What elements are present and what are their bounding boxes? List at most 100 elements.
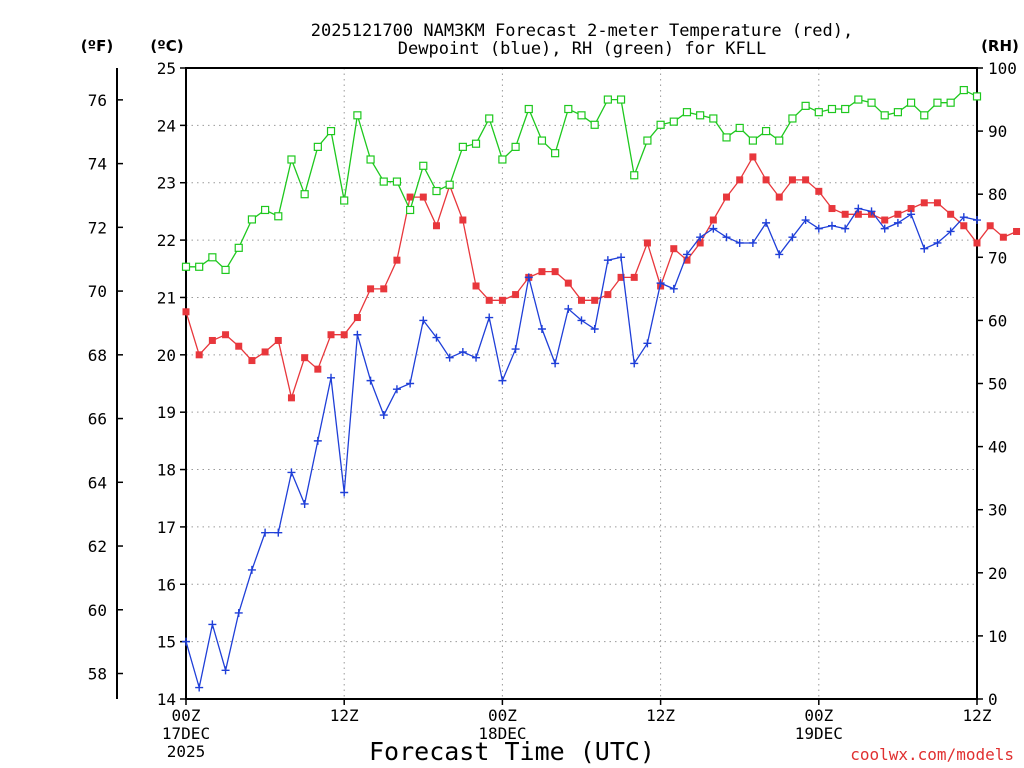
rh-point: [458, 142, 467, 151]
dewpoint-point: [669, 284, 678, 293]
rh-point: [419, 161, 428, 170]
dewpoint-point: [485, 313, 494, 322]
dewpoint-point: [854, 204, 863, 213]
dewpoint-point: [551, 359, 560, 368]
rh-tick-label: 50: [988, 375, 1007, 394]
2-meter-temperature-point: [788, 176, 796, 184]
rh-point: [959, 85, 968, 95]
2-meter-temperature-point: [643, 239, 651, 247]
celsius-tick-label: 25: [157, 59, 176, 78]
axis-layer: 14 15 16 17 18 19 20 21 22 23 24 25 58 60 62 64 66 68 70 72…: [88, 59, 1017, 761]
dewpoint-point: [261, 528, 270, 537]
2-meter-temperature-point: [195, 351, 203, 359]
dewpoint-point: [247, 565, 256, 574]
rh-point: [590, 120, 599, 129]
dewpoint-line: [185, 207, 978, 688]
2-meter-temperature-point: [498, 296, 506, 304]
fahrenheit-tick-label: 72: [88, 218, 107, 237]
2-meter-temperature-point: [894, 210, 902, 218]
dewpoint-point: [788, 233, 797, 242]
dewpoint-point: [379, 411, 388, 420]
dewpoint-point: [880, 224, 889, 233]
2-meter-temperature-point: [538, 268, 546, 276]
rh-point: [287, 155, 296, 164]
rh-point: [722, 133, 731, 142]
chart-title-line-1: 2025121700 NAM3KM Forecast 2-meter Tempe…: [311, 21, 853, 41]
dewpoint-point: [841, 224, 850, 233]
rh-point: [564, 104, 573, 114]
2-meter-temperature-point: [881, 216, 889, 224]
fahrenheit-tick-label: 64: [88, 473, 107, 492]
dewpoint-point: [801, 216, 810, 225]
dewpoint-point: [656, 279, 665, 288]
rh-point: [656, 120, 665, 129]
celsius-tick-label: 24: [157, 116, 176, 135]
rh-point: [920, 111, 929, 120]
2-meter-temperature-point: [999, 233, 1007, 241]
dewpoint-point: [867, 207, 876, 216]
dewpoint-point: [537, 325, 546, 334]
dewpoint-point: [419, 316, 428, 325]
rh-point: [669, 117, 678, 126]
dewpoint-point: [920, 244, 929, 253]
dewpoint-point: [643, 339, 652, 348]
dewpoint-point: [748, 238, 757, 247]
2-meter-temperature-point: [986, 222, 994, 230]
rh-point: [195, 262, 204, 271]
celsius-tick-label: 20: [157, 346, 176, 365]
dewpoint-point: [564, 304, 573, 313]
x-tick-label: 00Z: [172, 706, 201, 725]
rh-point: [247, 215, 257, 224]
dewpoint-point: [366, 376, 375, 385]
2-meter-temperature-point: [762, 176, 770, 184]
dewpoint-point: [432, 333, 441, 342]
celsius-tick-label: 22: [157, 231, 176, 250]
2-meter-temperature-point: [327, 331, 335, 339]
rh-point: [366, 155, 375, 164]
2-meter-temperature-point: [578, 296, 585, 304]
dewpoint-point: [933, 238, 942, 247]
fahrenheit-tick-label: 62: [88, 537, 107, 556]
rh-point: [313, 142, 322, 151]
fahrenheit-tick-label: 76: [88, 91, 107, 110]
rh-point: [616, 95, 626, 104]
2-meter-temperature-point: [947, 210, 955, 218]
rh-point: [181, 262, 191, 271]
rh-point: [893, 108, 903, 117]
dewpoint-point: [814, 224, 823, 233]
rh-point: [775, 136, 784, 145]
2-meter-temperature-point: [973, 239, 981, 247]
dewpoint-point: [630, 359, 639, 368]
2-meter-temperature-point: [380, 285, 388, 293]
credit-text: coolwx.com/models: [850, 745, 1014, 764]
rh-point: [392, 177, 402, 186]
dewpoint-point: [406, 379, 415, 388]
2-meter-temperature-point: [854, 210, 862, 218]
dewpoint-point: [973, 216, 981, 225]
rh-point: [854, 95, 863, 104]
2-meter-temperature-point: [353, 314, 361, 322]
rh-point: [946, 98, 955, 107]
2-meter-temperature-point: [617, 273, 625, 281]
fahrenheit-tick-label: 58: [88, 665, 107, 684]
2-meter-temperature-point: [604, 291, 612, 299]
dewpoint-point: [907, 210, 916, 219]
rh-point: [603, 95, 612, 104]
rh-tick-label: 20: [988, 564, 1007, 583]
2-meter-temperature-point: [564, 279, 572, 287]
rh-tick-label: 0: [988, 690, 998, 709]
x-tick-label: 2025: [167, 742, 206, 761]
x-tick-label: 18DEC: [478, 724, 526, 743]
rh-point: [445, 180, 454, 189]
rh-point: [643, 136, 652, 145]
rh-point: [709, 114, 718, 123]
2-meter-temperature-point: [274, 336, 282, 344]
rh-point: [696, 111, 705, 120]
dewpoint-point: [234, 608, 243, 617]
2-meter-temperature-point: [485, 296, 493, 304]
dewpoint-point: [472, 353, 481, 362]
fahrenheit-tick-label: 70: [88, 282, 107, 301]
rh-point: [261, 205, 270, 215]
2-meter-temperature-point: [367, 285, 375, 293]
